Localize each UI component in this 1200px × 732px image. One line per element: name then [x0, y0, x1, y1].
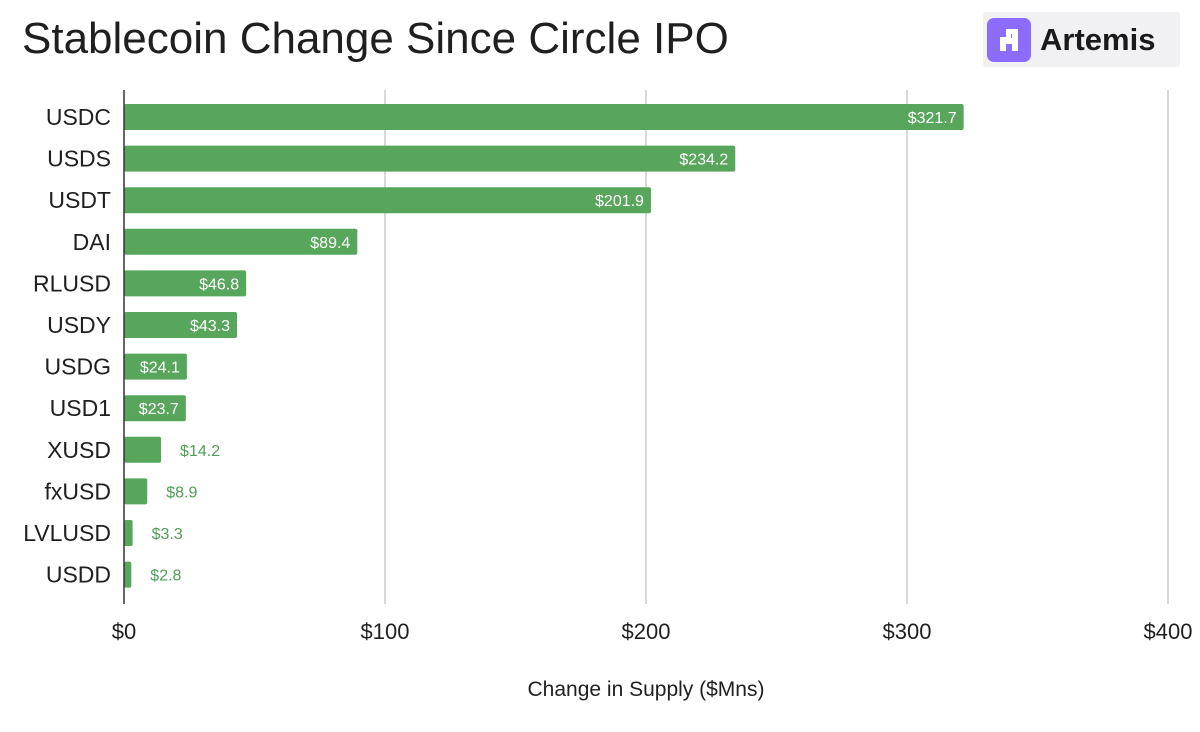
data-label: $234.2 — [679, 152, 728, 169]
data-label: $24.1 — [140, 360, 180, 377]
bar-usdd — [124, 561, 132, 588]
category-label: DAI — [73, 229, 111, 255]
category-label: USDD — [46, 562, 111, 588]
data-label: $14.2 — [180, 443, 220, 460]
x-tick-label: $0 — [112, 619, 136, 644]
category-label: LVLUSD — [23, 520, 111, 546]
data-label: $321.7 — [908, 110, 957, 127]
bar-fxusd — [124, 478, 148, 505]
category-label: USDY — [47, 312, 111, 338]
category-label: USDC — [46, 104, 111, 130]
data-label: $201.9 — [595, 193, 644, 210]
category-label: USDG — [45, 354, 111, 380]
data-label: $3.3 — [152, 526, 183, 543]
bar-usdg — [124, 353, 187, 380]
bar-usds — [124, 145, 736, 172]
chart-title: Stablecoin Change Since Circle IPO — [22, 14, 729, 63]
artemis-logo-icon — [987, 17, 1031, 62]
x-tick-label: $300 — [883, 619, 932, 644]
bar-usd1 — [124, 395, 186, 422]
category-label: USD1 — [50, 395, 111, 421]
artemis-logo: Artemis — [983, 12, 1180, 67]
category-labels: USDC USDS USDT DAI RLUSD USDY USDG USD1 XUSD fxUS… — [23, 104, 111, 588]
x-tick-label: $100 — [361, 619, 410, 644]
bar-usdt — [124, 187, 651, 214]
bar-usdc — [124, 104, 964, 130]
data-label: $89.4 — [310, 235, 350, 252]
logo-text: Artemis — [1040, 21, 1156, 57]
x-axis-label: Change in Supply ($Mns) — [528, 678, 765, 701]
grid-lines — [384, 90, 1169, 604]
x-tick-label: $200 — [622, 619, 671, 644]
data-label: $46.8 — [199, 276, 239, 293]
bar-dai — [124, 228, 358, 255]
data-label: $23.7 — [139, 401, 179, 418]
x-tick-label: $400 — [1144, 619, 1193, 644]
bar-lvlusd — [124, 520, 133, 546]
x-tick-labels: $0 $100 $200 $300 $400 — [112, 619, 1193, 644]
bar-usdy — [124, 312, 238, 338]
data-label: $8.9 — [166, 484, 197, 501]
data-label: $2.8 — [150, 568, 181, 585]
category-label: RLUSD — [33, 270, 111, 296]
category-label: USDS — [47, 146, 111, 172]
category-label: USDT — [48, 187, 111, 213]
bars: $321.7 $234.2 $201.9 $89.4 $46.8 $43.3 $24.1 $2… — [124, 104, 964, 588]
category-label: fxUSD — [45, 478, 111, 504]
bar-rlusd — [124, 270, 247, 297]
data-label: $43.3 — [190, 318, 230, 335]
bar-xusd — [124, 436, 162, 463]
category-label: XUSD — [47, 437, 111, 463]
